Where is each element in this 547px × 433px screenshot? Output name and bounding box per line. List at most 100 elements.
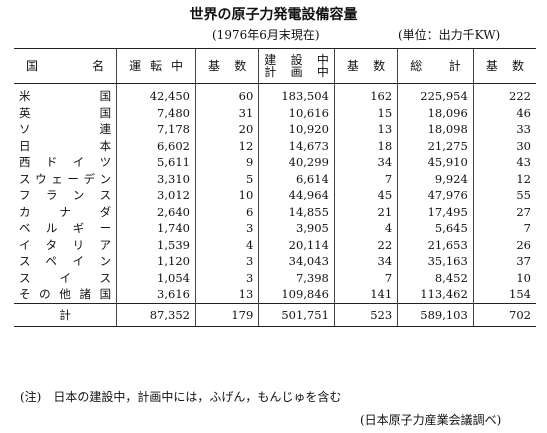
cell: 33 xyxy=(472,121,536,138)
cell: 183,504 xyxy=(258,83,335,105)
row: その他諸国 3,616 13 109,846 141 113,462 154 xyxy=(14,286,536,303)
row: 西ドイツ 5,611 9 40,299 34 45,910 43 xyxy=(14,154,536,171)
name-cell: ベルギー xyxy=(19,221,112,236)
note: (注) 日本の建設中，計画中には，ふげん，もんじゅを含む xyxy=(20,390,342,404)
name-cell: 米国 xyxy=(19,89,112,104)
cell: 3 xyxy=(194,269,259,286)
cell: 37 xyxy=(472,253,536,270)
cell: 44,964 xyxy=(258,187,335,204)
row: イタリア 1,539 4 20,114 22 21,653 26 xyxy=(14,236,536,253)
cell: 46 xyxy=(472,104,536,121)
cell: 141 xyxy=(333,286,398,303)
cell: 113,462 xyxy=(397,286,474,303)
cell: 7 xyxy=(333,269,398,286)
source: (日本原子力産業会議調べ) xyxy=(360,413,502,427)
cell: 10,616 xyxy=(258,104,335,121)
row: 米国 42,450 60 183,504 162 225,954 222 xyxy=(14,83,536,105)
cell: 10,920 xyxy=(258,121,335,138)
cell: 9 xyxy=(194,154,259,171)
cell: 34 xyxy=(333,154,398,171)
cell: 1,740 xyxy=(116,220,196,237)
cell: 6,602 xyxy=(116,137,196,154)
name-cell: フランス xyxy=(19,188,112,203)
cell: 21 xyxy=(333,203,398,220)
cell: 7 xyxy=(472,220,536,237)
cell: 3 xyxy=(194,220,259,237)
header-cell: 総計 xyxy=(397,48,474,84)
header-cell: 基数 xyxy=(333,48,398,84)
cell: 109,846 xyxy=(258,286,335,303)
cell: 2,640 xyxy=(116,203,196,220)
cell: 43 xyxy=(472,154,536,171)
cell: 47,976 xyxy=(397,187,474,204)
cell: 7,480 xyxy=(116,104,196,121)
header-line: 計画中 xyxy=(264,65,329,79)
cell: 8,452 xyxy=(397,269,474,286)
cell: 34,043 xyxy=(258,253,335,270)
cell: 40,299 xyxy=(258,154,335,171)
cell: 34 xyxy=(333,253,398,270)
cell: 3 xyxy=(194,253,259,270)
cell: 60 xyxy=(194,83,259,105)
row: スイス 1,054 3 7,398 7 8,452 10 xyxy=(14,269,536,286)
cell: 7,178 xyxy=(116,121,196,138)
cell: 14,855 xyxy=(258,203,335,220)
table: 国名 運転中 基数 建設中 計画中 基数 総計 基数 米国 42,450 60 183,504 162 2… xyxy=(14,48,536,327)
cell: 18,096 xyxy=(397,104,474,121)
cell: 30 xyxy=(472,137,536,154)
cell: 3,905 xyxy=(258,220,335,237)
header-cell: 基数 xyxy=(194,48,259,84)
cell: 87,352 xyxy=(116,302,196,327)
subtitle: (1976年6月末現在) xyxy=(212,28,320,42)
cell: 18,098 xyxy=(397,121,474,138)
cell: 1,120 xyxy=(116,253,196,270)
cell: 6,614 xyxy=(258,170,335,187)
cell: 222 xyxy=(472,83,536,105)
cell: 45,910 xyxy=(397,154,474,171)
cell: 9,924 xyxy=(397,170,474,187)
cell: 17,495 xyxy=(397,203,474,220)
name-cell: 西ドイツ xyxy=(19,155,112,170)
cell: 55 xyxy=(472,187,536,204)
cell: 6 xyxy=(194,203,259,220)
cell: 20,114 xyxy=(258,236,335,253)
cell: 7 xyxy=(333,170,398,187)
name-cell: その他諸国 xyxy=(19,287,112,302)
cell: 21,653 xyxy=(397,236,474,253)
row: 日本 6,602 12 14,673 18 21,275 30 xyxy=(14,137,536,154)
cell: 1,539 xyxy=(116,236,196,253)
cell: 4 xyxy=(333,220,398,237)
cell: 45 xyxy=(333,187,398,204)
row: 計 87,352 179 501,751 523 589,103 702 xyxy=(14,302,536,327)
cell: 22 xyxy=(333,236,398,253)
cell: 179 xyxy=(194,302,259,327)
row: フランス 3,012 10 44,964 45 47,976 55 xyxy=(14,187,536,204)
row: カナダ 2,640 6 14,855 21 17,495 27 xyxy=(14,203,536,220)
header-cell: 運転中 xyxy=(116,48,196,84)
cell: 13 xyxy=(333,121,398,138)
header-cell: 建設中 計画中 xyxy=(258,48,335,84)
cell: 702 xyxy=(472,302,536,327)
cell: 154 xyxy=(472,286,536,303)
cell: 3,310 xyxy=(116,170,196,187)
cell: 42,450 xyxy=(116,83,196,105)
cell: 12 xyxy=(472,170,536,187)
row: スウェーデン 3,310 5 6,614 7 9,924 12 xyxy=(14,170,536,187)
name-cell: スペイン xyxy=(19,254,112,269)
cell: 35,163 xyxy=(397,253,474,270)
cell: 5 xyxy=(194,170,259,187)
cell: 5,645 xyxy=(397,220,474,237)
cell: 31 xyxy=(194,104,259,121)
cell: 18 xyxy=(333,137,398,154)
cell: 589,103 xyxy=(397,302,474,327)
cell: 225,954 xyxy=(397,83,474,105)
cell: 7,398 xyxy=(258,269,335,286)
row: 英国 7,480 31 10,616 15 18,096 46 xyxy=(14,104,536,121)
name-cell: イタリア xyxy=(19,237,112,252)
cell: 13 xyxy=(194,286,259,303)
header-line: 建設中 xyxy=(264,53,329,67)
name-cell: 計 xyxy=(14,302,117,327)
cell: 10 xyxy=(472,269,536,286)
name-cell: スイス xyxy=(19,270,112,285)
name-cell: 英国 xyxy=(19,105,112,120)
